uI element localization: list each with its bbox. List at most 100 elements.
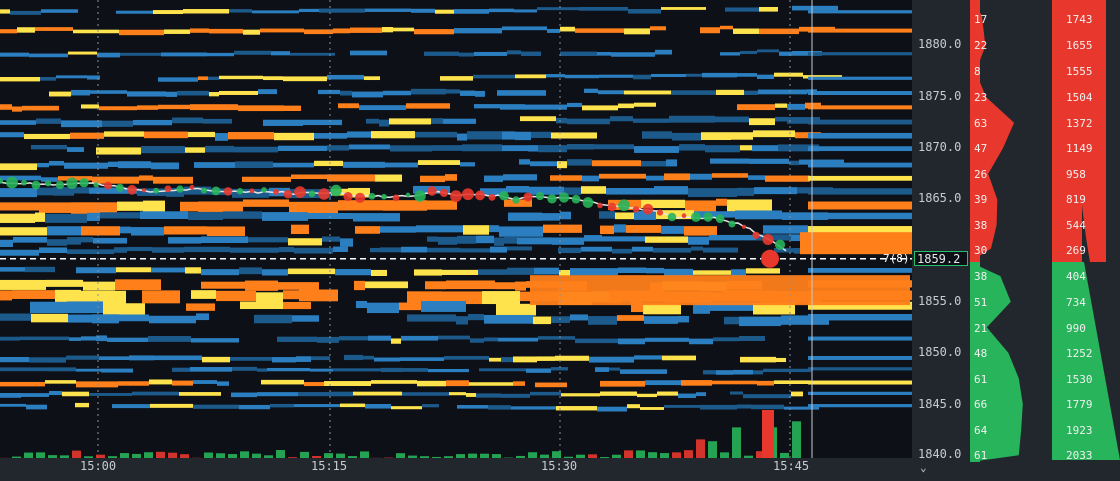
liquidity-band bbox=[151, 267, 185, 273]
liquidity-band bbox=[0, 381, 45, 387]
liquidity-band bbox=[703, 247, 738, 253]
liquidity-band bbox=[474, 51, 507, 56]
trade-bubble bbox=[153, 187, 159, 194]
liquidity-band bbox=[245, 280, 278, 291]
liquidity-band bbox=[75, 402, 89, 408]
volume-bar bbox=[564, 456, 573, 458]
liquidity-band bbox=[356, 300, 367, 309]
liquidity-band bbox=[537, 356, 555, 361]
liquidity-band bbox=[209, 28, 243, 34]
liquidity-band bbox=[151, 162, 179, 170]
liquidity-band bbox=[435, 9, 454, 14]
volume-bar bbox=[108, 456, 117, 458]
liquidity-band bbox=[474, 104, 500, 109]
liquidity-band bbox=[508, 212, 542, 221]
trade-bubble bbox=[392, 194, 400, 202]
liquidity-band bbox=[230, 357, 272, 361]
liquidity-band bbox=[457, 405, 488, 409]
bid-cum: 990 bbox=[1066, 322, 1086, 335]
trade-bubble bbox=[715, 214, 725, 223]
liquidity-band bbox=[201, 269, 239, 276]
liquidity-band bbox=[364, 76, 380, 81]
liquidity-band bbox=[739, 316, 781, 327]
volume-bar bbox=[732, 427, 741, 458]
liquidity-band bbox=[0, 403, 26, 407]
liquidity-band bbox=[343, 161, 385, 168]
volume-bar bbox=[48, 455, 57, 458]
resting-order bbox=[808, 380, 912, 385]
liquidity-band bbox=[454, 28, 502, 34]
liquidity-band bbox=[87, 75, 100, 80]
trade-bubble bbox=[774, 239, 786, 250]
collapse-chevron-icon[interactable]: ⌄ bbox=[920, 461, 927, 474]
liquidity-band bbox=[153, 10, 183, 15]
liquidity-band bbox=[234, 146, 278, 153]
liquidity-band bbox=[127, 246, 152, 252]
liquidity-band bbox=[103, 303, 145, 316]
liquidity-band bbox=[129, 355, 154, 361]
liquidity-band bbox=[25, 266, 55, 273]
trade-bubble bbox=[21, 179, 27, 186]
liquidity-band bbox=[0, 120, 36, 125]
trade-bubble bbox=[439, 188, 449, 198]
liquidity-band bbox=[185, 267, 201, 274]
resting-order bbox=[808, 162, 912, 168]
liquidity-band bbox=[201, 236, 248, 244]
liquidity-band bbox=[789, 160, 799, 166]
liquidity-band bbox=[691, 246, 703, 251]
liquidity-band bbox=[382, 27, 393, 33]
liquidity-band bbox=[641, 161, 666, 167]
liquidity-band bbox=[283, 76, 327, 82]
price-label: 1865.0 bbox=[918, 191, 962, 205]
liquidity-band bbox=[17, 27, 35, 33]
liquidity-band bbox=[646, 267, 664, 274]
liquidity-band bbox=[144, 131, 188, 139]
volume-bar bbox=[72, 450, 81, 458]
liquidity-band bbox=[628, 9, 661, 14]
liquidity-band bbox=[679, 144, 705, 151]
volume-bar bbox=[708, 441, 717, 458]
ask-size: 17 bbox=[974, 13, 988, 26]
liquidity-band bbox=[102, 120, 133, 127]
trade-bubble bbox=[462, 188, 474, 201]
resting-order bbox=[808, 188, 912, 195]
trade-bubble bbox=[164, 185, 172, 193]
liquidity-band bbox=[41, 177, 58, 182]
trade-bubble bbox=[294, 186, 306, 199]
liquidity-band bbox=[272, 357, 296, 363]
liquidity-band bbox=[339, 336, 368, 341]
liquidity-band bbox=[354, 280, 365, 291]
liquidity-band bbox=[186, 303, 215, 311]
liquidity-band bbox=[579, 6, 628, 11]
price-label: 1875.0 bbox=[918, 89, 962, 103]
liquidity-band bbox=[427, 247, 460, 253]
trade-bubble bbox=[741, 224, 747, 229]
liquidity-band bbox=[525, 104, 567, 110]
liquidity-band bbox=[333, 368, 381, 372]
liquidity-band bbox=[380, 247, 401, 253]
liquidity-band bbox=[0, 132, 24, 138]
liquidity-band bbox=[560, 211, 571, 220]
trade-bubble bbox=[607, 202, 617, 212]
liquidity-band bbox=[270, 403, 294, 408]
liquidity-band bbox=[538, 145, 567, 153]
liquidity-band bbox=[688, 188, 737, 197]
liquidity-band bbox=[314, 160, 343, 167]
liquidity-band bbox=[333, 28, 350, 34]
trade-bubble bbox=[141, 188, 147, 193]
liquidity-band bbox=[228, 132, 274, 140]
liquidity-band bbox=[775, 103, 787, 108]
liquidity-band bbox=[643, 303, 681, 315]
liquidity-band bbox=[238, 105, 284, 112]
liquidity-band bbox=[172, 367, 190, 372]
volume-bar bbox=[276, 450, 285, 458]
liquidity-band bbox=[13, 237, 47, 243]
resting-order bbox=[808, 146, 912, 152]
liquidity-band bbox=[650, 26, 666, 31]
liquidity-band bbox=[595, 367, 609, 372]
liquidity-band bbox=[422, 404, 439, 408]
liquidity-band bbox=[651, 73, 686, 78]
liquidity-band bbox=[37, 162, 49, 168]
liquidity-band bbox=[488, 405, 511, 410]
